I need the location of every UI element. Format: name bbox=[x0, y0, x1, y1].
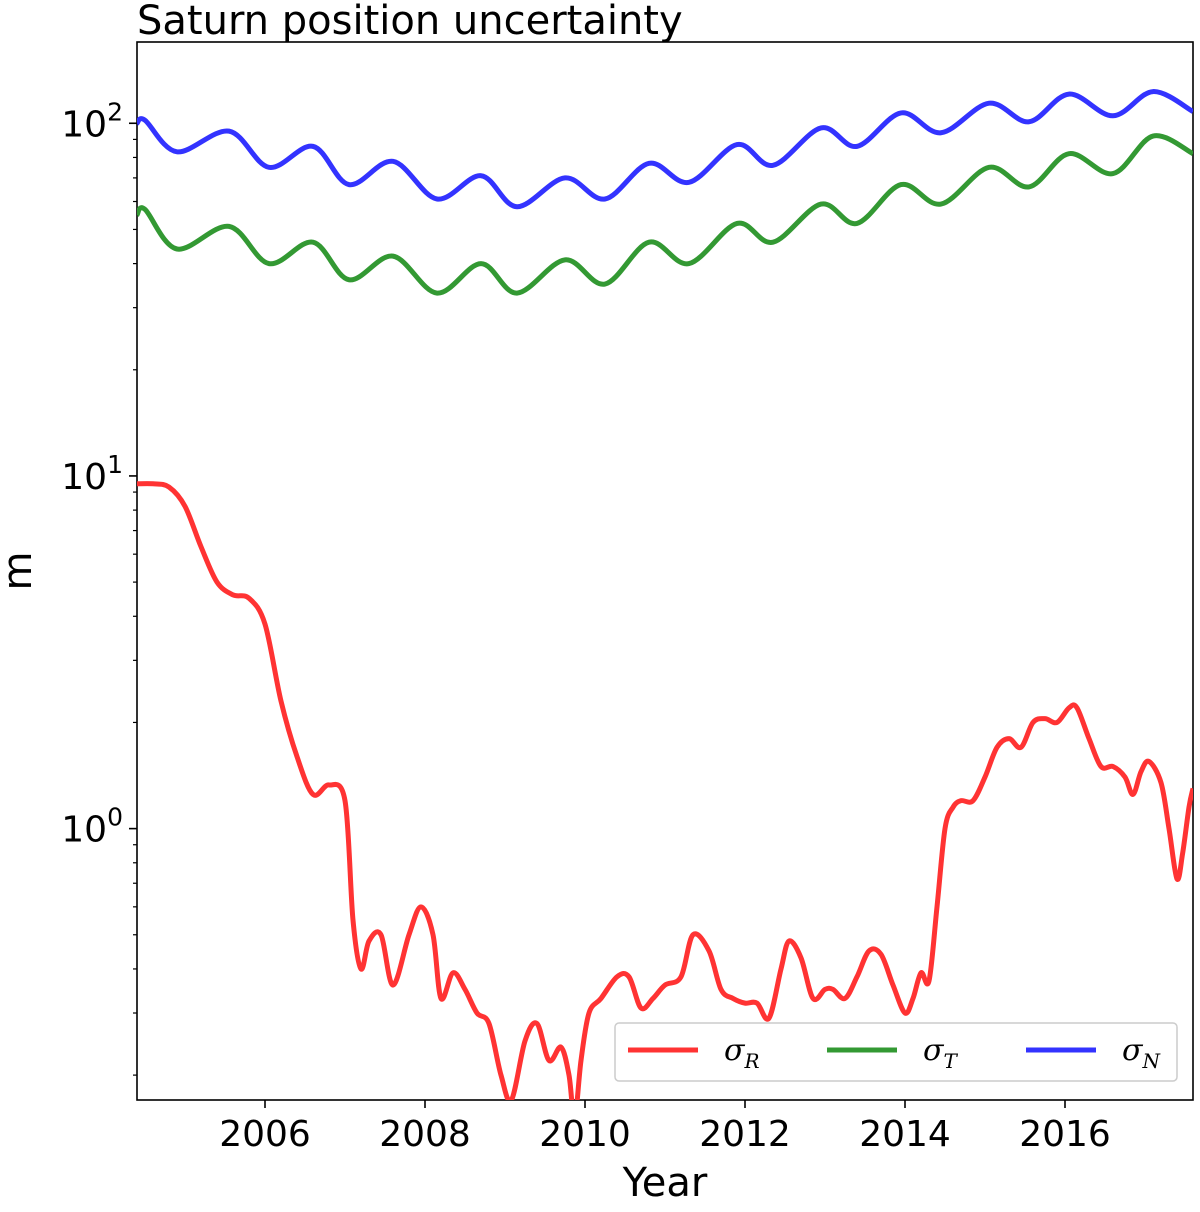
legend-label-n: σN bbox=[1122, 1033, 1161, 1073]
series-line-t bbox=[137, 133, 1193, 296]
legend-items: σR σT σN bbox=[628, 1033, 1161, 1073]
series-line-n bbox=[137, 89, 1193, 210]
y-tick-label: 101 bbox=[61, 450, 123, 498]
x-tick-label: 2016 bbox=[1019, 1114, 1111, 1155]
chart-title: Saturn position uncertainty bbox=[137, 0, 683, 44]
x-tick-label: 2010 bbox=[539, 1114, 631, 1155]
series-line-r bbox=[137, 481, 1193, 1100]
legend-label-t: σT bbox=[923, 1033, 958, 1073]
x-tick-label: 2012 bbox=[699, 1114, 791, 1155]
axis-ticks: 2006 2008 2010 2012 2014 2016 100 101 102 bbox=[61, 97, 1111, 1155]
legend: σR σT σN bbox=[614, 1022, 1178, 1082]
plot-frame bbox=[136, 41, 1194, 1101]
x-tick-label: 2008 bbox=[379, 1114, 471, 1155]
x-tick-label: 2014 bbox=[859, 1114, 951, 1155]
x-axis-label: Year bbox=[622, 1160, 708, 1206]
x-tick-label: 2006 bbox=[219, 1114, 311, 1155]
y-axis-label: m bbox=[0, 552, 41, 591]
series-layer bbox=[137, 89, 1193, 1100]
y-tick-label: 102 bbox=[61, 97, 123, 145]
plot-area bbox=[136, 41, 1194, 1101]
y-tick-label: 100 bbox=[61, 803, 123, 851]
legend-label-r: σR bbox=[724, 1033, 760, 1073]
